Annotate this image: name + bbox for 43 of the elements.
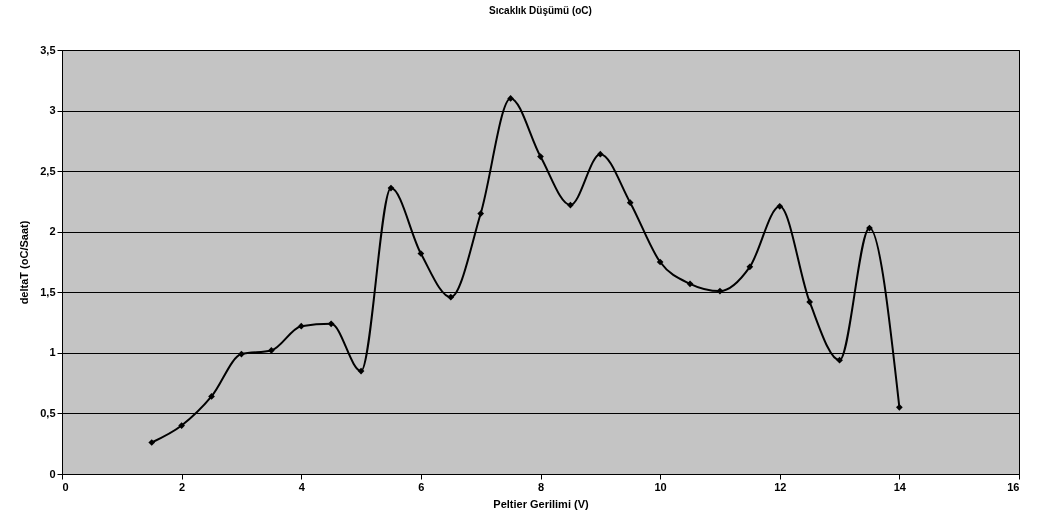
point: [267, 347, 275, 354]
point: [806, 298, 814, 306]
point: [387, 184, 395, 192]
x-axis-title: Peltier Gerilimi (V): [493, 497, 590, 510]
point: [537, 153, 544, 160]
y-tick-label: 0: [49, 467, 56, 480]
point: [297, 322, 305, 330]
x-tick-label: 14: [893, 480, 907, 493]
y-tick-label: 3,5: [40, 43, 56, 56]
y-tick-label: 1: [49, 346, 56, 359]
point: [567, 201, 574, 209]
x-tick-label: 8: [537, 480, 545, 493]
point: [447, 293, 455, 301]
x-tick-label: 10: [654, 480, 667, 493]
x-tick-label: 6: [418, 480, 425, 493]
y-tick-label: 2: [49, 225, 56, 238]
point: [746, 263, 754, 271]
point: [208, 393, 215, 400]
y-tick-label: 2,5: [40, 164, 56, 177]
point: [896, 404, 903, 411]
x-tick-label: 16: [1007, 480, 1020, 493]
point: [477, 210, 485, 217]
x-tick-label: 0: [62, 480, 69, 493]
y-tick-label: 1,5: [40, 285, 56, 298]
point: [626, 199, 634, 206]
x-tick-label: 2: [179, 480, 186, 493]
chart-title: Sıcaklık Düşümü (oC): [489, 5, 592, 16]
point: [686, 280, 694, 288]
point: [148, 439, 156, 446]
y-axis-title: deltaT (oC/Saat): [18, 220, 31, 305]
point: [716, 287, 724, 295]
point: [776, 202, 784, 210]
y-tick-label: 3: [49, 104, 56, 117]
point: [836, 356, 843, 364]
point: [596, 150, 604, 158]
point: [178, 422, 185, 429]
point: [327, 320, 335, 328]
point: [357, 367, 365, 375]
x-tick-label: 12: [774, 480, 787, 493]
y-tick-label: 0,5: [40, 406, 56, 419]
x-tick-label: 4: [298, 480, 306, 493]
point: [656, 258, 664, 266]
point: [507, 95, 514, 102]
